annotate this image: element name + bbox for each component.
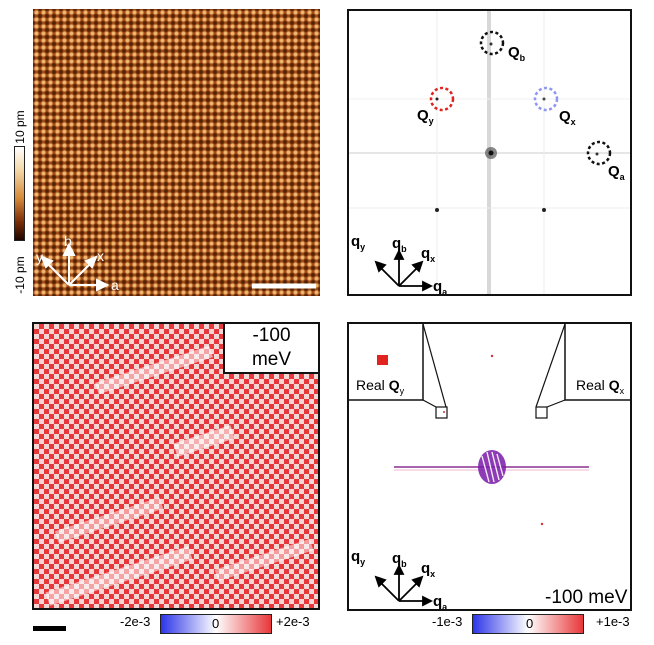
lattice-axes-overlay: b x y a <box>36 233 316 293</box>
inset-right-source-box <box>535 406 548 419</box>
label-d-q-b: qb <box>392 550 407 569</box>
colorbar-d-max: +1e-3 <box>596 614 630 629</box>
axis-label-y: y <box>36 249 43 265</box>
peak-ring-qx <box>533 86 559 112</box>
label-q-a: qa <box>433 278 448 294</box>
label-q-y: qy <box>351 233 365 252</box>
fft-panel: Qb Qy Qx Qa qy qb qx qa <box>347 9 632 296</box>
topo-colorbar-top-label: 10 pm <box>13 110 27 144</box>
label-d-q-x: qx <box>421 560 435 579</box>
colorbar-d-mid: 0 <box>526 616 534 631</box>
label-q-b: qb <box>392 235 407 254</box>
central-spot <box>478 450 506 484</box>
axis-label-b: b <box>64 233 72 249</box>
panel-c-scale-bar <box>33 626 66 631</box>
fft-map-panel: Real Qy Real Qx qy qb qx qa -100 meV <box>347 322 632 611</box>
axis-label-a: a <box>111 277 119 293</box>
conductance-map-panel <box>32 322 320 610</box>
label-qx: Qx <box>559 108 576 127</box>
axis-label-x: x <box>97 248 104 264</box>
panel-c-energy-label: -100 meV <box>223 322 320 374</box>
inset-right-label: Real Qx <box>576 377 625 396</box>
colorbar-c-max: +2e-3 <box>276 614 310 629</box>
q-axes-diagram-d <box>374 563 434 607</box>
colorbar-d <box>472 614 584 634</box>
peak-ring-qb <box>479 30 505 56</box>
inset-left-marker <box>377 355 388 365</box>
label-d-q-y: qy <box>351 548 365 567</box>
label-d-q-a: qa <box>433 593 448 609</box>
topograph-image: b x y a <box>33 9 320 296</box>
label-q-x: qx <box>421 245 435 264</box>
label-qy: Qy <box>417 107 434 126</box>
inset-left-source-box <box>435 406 448 419</box>
inset-left-label: Real Qy <box>356 377 405 396</box>
peak-ring-qy <box>429 86 455 112</box>
label-qb: Qb <box>508 44 526 63</box>
peak-ring-qa <box>586 140 612 166</box>
colorbar-c <box>160 614 272 634</box>
panel-d-energy-label: -100 meV <box>545 587 628 608</box>
topo-colorbar <box>14 146 25 241</box>
label-qa: Qa <box>608 163 626 182</box>
q-axes-diagram <box>374 248 434 292</box>
topo-colorbar-bottom-label: -10 pm <box>13 256 27 294</box>
colorbar-c-mid: 0 <box>212 616 220 631</box>
colorbar-c-min: -2e-3 <box>120 614 151 629</box>
colorbar-d-min: -1e-3 <box>432 614 463 629</box>
